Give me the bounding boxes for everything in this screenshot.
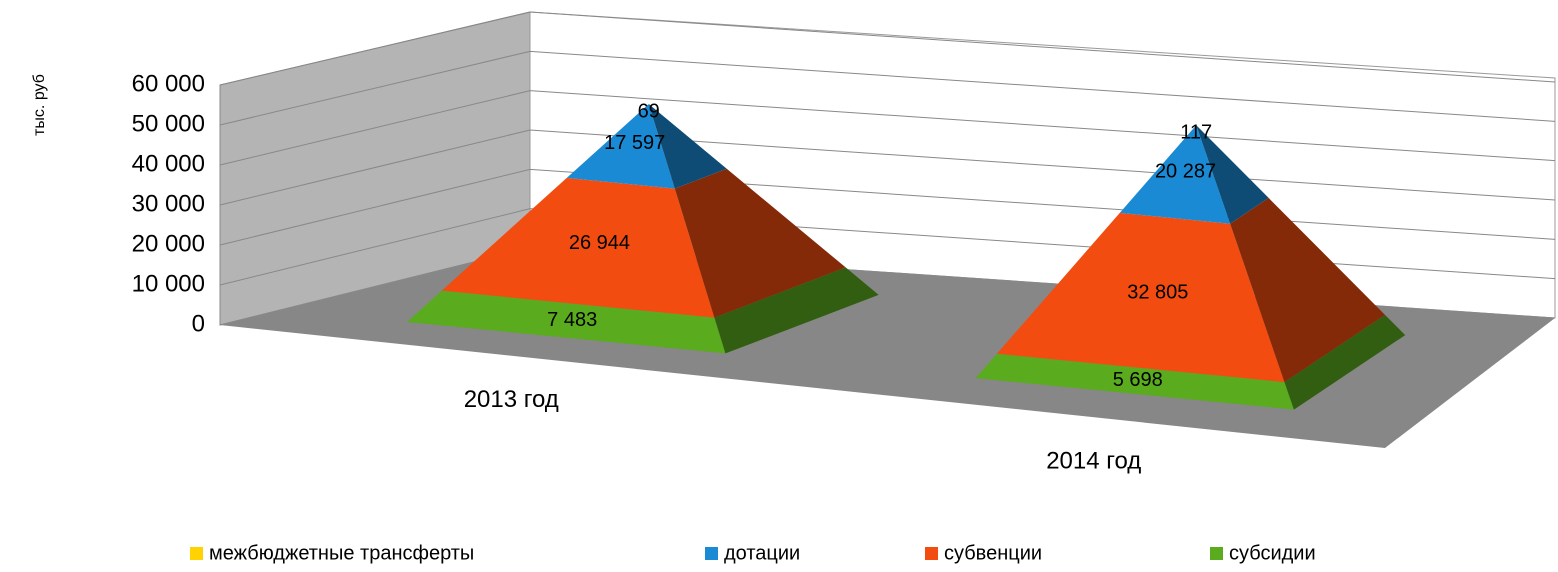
grid-line [219,50,1556,126]
grid-line [219,90,1556,166]
pyramid-front [1195,125,1197,126]
pyramid-side [1196,125,1269,224]
pyramid-side [714,267,879,354]
legend-label: дотации [724,542,800,564]
grid-line [219,11,1556,86]
pyramid-side [674,168,846,318]
y-tick-label: 60 000 [132,70,205,97]
pyramid-front [1119,125,1231,224]
pyramid-front [407,290,726,354]
pyramid-front [996,212,1285,383]
legend-swatch [705,547,718,560]
legend-swatch [1210,547,1223,560]
pyramid-front [975,353,1294,410]
data-label: 117 [1180,121,1212,143]
legend-label: межбюджетные трансферты [209,542,474,564]
data-label: 20 287 [1155,160,1216,182]
y-axis-label: тыс. руб [31,74,48,136]
y-tick-label: 40 000 [132,150,205,177]
pyramid-front [441,177,715,318]
data-label: 17 597 [604,132,665,154]
pyramid-side [1284,314,1406,410]
data-label: 32 805 [1127,281,1188,303]
pyramid-side [1230,197,1385,383]
y-tick-label: 50 000 [132,110,205,137]
data-label: 7 483 [547,309,597,331]
y-tick-label: 30 000 [132,190,205,217]
legend-label: субсидии [1229,542,1316,564]
legend-label: субвенции [944,542,1042,564]
data-label: 26 944 [569,232,630,254]
data-label: 5 698 [1113,369,1163,391]
pyramid-side [648,104,727,189]
y-tick-label: 0 [192,310,205,337]
x-tick-label: 2013 год [464,386,559,413]
pyramid [407,103,879,354]
legend-swatch [190,547,203,560]
y-tick-label: 10 000 [132,270,205,297]
legend-swatch [925,547,938,560]
x-tick-label: 2014 год [1046,448,1141,475]
pyramid [975,125,1406,410]
pyramid-front [566,104,675,189]
data-label: 69 [638,100,660,122]
y-tick-label: 20 000 [132,230,205,257]
